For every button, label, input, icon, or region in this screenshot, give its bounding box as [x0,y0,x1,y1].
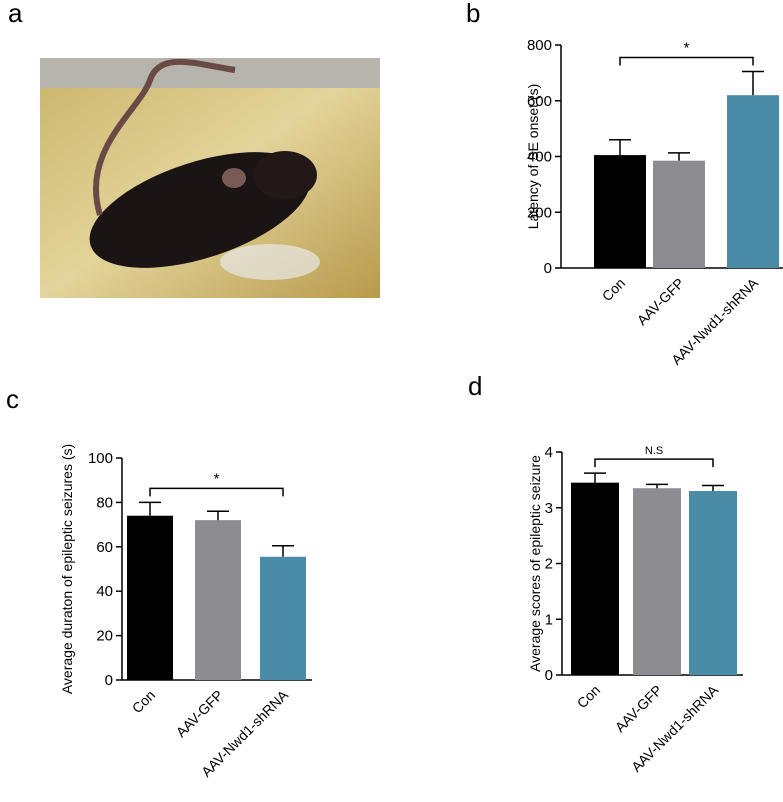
y-tick-label: 40 [96,583,113,600]
y-tick-label: 0 [105,672,113,689]
x-tick-label: Con [129,687,158,716]
y-tick-label: 20 [96,628,113,645]
y-tick-label: 60 [96,539,113,556]
y-tick-label: 800 [527,37,552,54]
bar [594,155,646,268]
bar-chart: 0 200 400 600 800 Latency of SE onset (s) Con A… [525,37,783,368]
y-tick-label: 0 [544,260,552,277]
x-tick-label: AAV-GFP [612,682,665,735]
significance-bracket [149,487,284,497]
y-tick-label: 200 [527,204,552,221]
y-tick-label: 400 [527,149,552,166]
x-tick-label: AAV-GFP [634,275,687,328]
panel-label: b [466,0,480,28]
significance-bracket [594,458,714,468]
bar [727,95,779,268]
bar-chart: 0 20 40 60 80 100 Average duraton of epileptic… [59,444,312,780]
bar [571,482,619,675]
panel-label: a [8,0,23,28]
bar [127,515,173,680]
significance-bracket [619,56,754,66]
y-tick-label: 0 [545,667,553,684]
bar [195,520,241,680]
y-tick-label: 2 [545,556,553,573]
y-axis-label: Average duraton of epileptic seizures (s… [59,444,75,694]
panel-label: c [6,384,19,414]
mouse-photo [40,58,380,298]
significance-label: * [684,39,690,56]
panel-label: d [468,371,482,401]
y-axis-label: Average scores of epileptic seizure [527,455,543,672]
significance-label: N.S [645,445,663,457]
y-tick-label: 4 [545,444,553,461]
y-axis-label: Latency of SE onset (s) [525,84,541,230]
y-tick-label: 1 [545,611,553,628]
y-tick-label: 80 [96,494,113,511]
bar [260,556,306,680]
x-tick-label: AAV-GFP [173,687,226,740]
bar [689,491,737,675]
x-tick-label: Con [574,682,603,711]
y-tick-label: 600 [527,93,552,110]
bar [633,488,681,675]
significance-label: * [214,470,220,487]
y-tick-label: 100 [88,450,113,467]
y-tick-label: 3 [545,500,553,517]
bar [653,160,705,268]
x-tick-label: Con [599,275,628,304]
